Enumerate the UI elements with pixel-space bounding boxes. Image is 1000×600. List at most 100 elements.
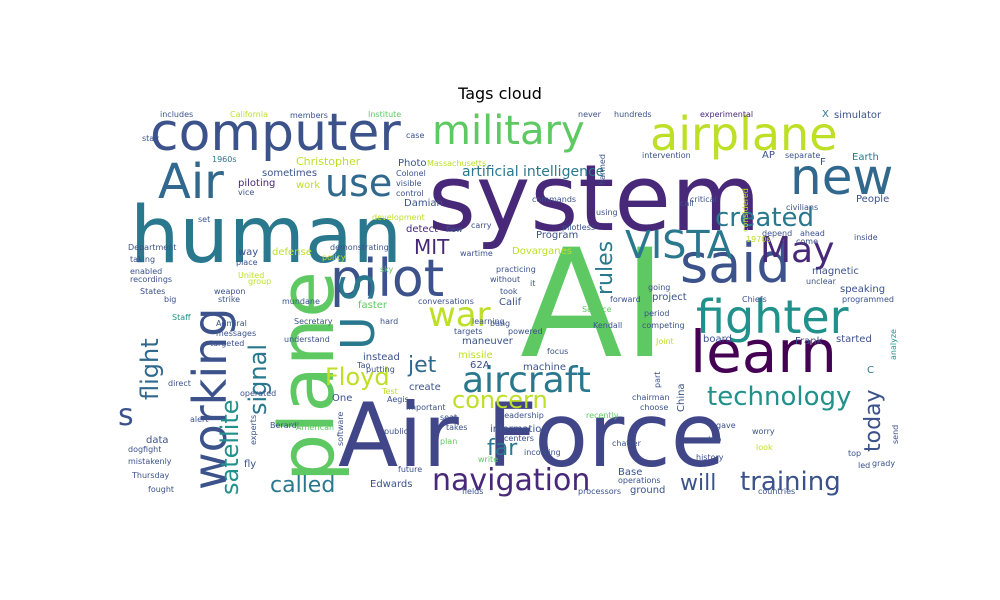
word-big: big bbox=[164, 295, 176, 304]
word-alert: alert bbox=[190, 415, 208, 424]
word-gave: gave bbox=[716, 421, 736, 430]
word-detect: detect bbox=[406, 224, 438, 235]
word-operated: operated bbox=[240, 389, 276, 398]
word-sky: sky bbox=[380, 265, 394, 274]
word-pilotless: pilotless bbox=[562, 223, 595, 232]
word-send: send bbox=[891, 425, 900, 444]
word-air: Air bbox=[158, 154, 224, 210]
word-technology: technology bbox=[707, 382, 851, 412]
word-chiefs: Chiefs bbox=[742, 295, 767, 304]
word-choose: choose bbox=[640, 403, 668, 412]
word-navigation: navigation bbox=[432, 463, 590, 498]
word-direct: direct bbox=[168, 379, 191, 388]
word-vice: vice bbox=[238, 188, 254, 197]
word-computer: computer bbox=[150, 103, 401, 163]
word-aegis: Aegis bbox=[387, 395, 409, 404]
word-war: war bbox=[428, 295, 491, 335]
word-ai: AI bbox=[520, 218, 667, 392]
word-machine: machine bbox=[523, 362, 566, 373]
word-public: public bbox=[384, 427, 408, 436]
word-project: project bbox=[652, 292, 687, 303]
word-china: China bbox=[676, 383, 687, 412]
word-analyze: analyze bbox=[889, 329, 898, 360]
word-thursday: Thursday bbox=[131, 471, 169, 480]
word-training: training bbox=[740, 467, 841, 497]
word-without: without bbox=[490, 275, 520, 284]
word-1960s: 1960s bbox=[212, 155, 237, 164]
word-seat: seat bbox=[440, 413, 457, 422]
word-working: working bbox=[183, 308, 237, 490]
word-operations: operations bbox=[618, 476, 661, 485]
word-u-s: U S bbox=[331, 273, 385, 351]
word-christopher: Christopher bbox=[296, 155, 361, 168]
word-satellite: satellite bbox=[216, 399, 244, 495]
word-floyd: Floyd bbox=[325, 363, 390, 391]
chart-title: Tags cloud bbox=[458, 84, 542, 103]
word-flew: flew bbox=[446, 225, 463, 234]
word-s: s bbox=[118, 398, 134, 433]
word-call: call bbox=[680, 199, 694, 208]
word-joint: Joint bbox=[655, 337, 674, 346]
word-harmed: harmed bbox=[598, 154, 607, 185]
word-plane: plane bbox=[262, 271, 351, 482]
word-software: software bbox=[336, 412, 345, 446]
word-fighter: fighter bbox=[696, 290, 849, 344]
word-come: come bbox=[796, 237, 818, 246]
word-ap: AP bbox=[762, 150, 775, 161]
word-artificial-intelligence: artificial intelligence bbox=[462, 164, 604, 180]
word-way: way bbox=[238, 247, 258, 258]
word-create: create bbox=[409, 382, 441, 393]
word-group: group bbox=[248, 277, 271, 286]
word-forward: forward bbox=[610, 295, 641, 304]
word-concern: concern bbox=[452, 386, 548, 414]
word-created: created bbox=[715, 203, 814, 233]
word-takes: takes bbox=[446, 423, 467, 432]
word-inside: inside bbox=[854, 233, 878, 242]
word-american: American bbox=[296, 423, 334, 432]
word-instead: instead bbox=[363, 352, 400, 363]
word-c: C bbox=[867, 365, 874, 376]
word-missile: missile bbox=[458, 350, 493, 361]
word-history: history bbox=[696, 453, 724, 462]
word-may: May bbox=[760, 230, 834, 271]
word-incoming: incoming bbox=[524, 448, 561, 457]
word-board: board bbox=[703, 334, 732, 345]
word-admiral: Admiral bbox=[216, 319, 247, 328]
word-experimental: experimental bbox=[700, 110, 753, 119]
word-learning: learning bbox=[472, 317, 505, 326]
word-experts: experts bbox=[249, 415, 258, 445]
word-photo: Photo bbox=[398, 158, 427, 169]
word-data: data bbox=[146, 435, 169, 446]
word-conversations: conversations bbox=[418, 297, 474, 306]
word-mundane: mundane bbox=[282, 297, 320, 306]
word-speaking: speaking bbox=[840, 284, 885, 295]
word-defense: defense bbox=[272, 247, 312, 258]
word-hundreds: hundreds bbox=[614, 110, 652, 119]
word-putting: putting bbox=[366, 365, 395, 374]
word-dogfight: dogfight bbox=[128, 445, 161, 454]
word-considered: considered bbox=[741, 188, 750, 232]
word-far: far bbox=[487, 436, 518, 461]
word-damian: Damian bbox=[404, 198, 443, 209]
word-system: system bbox=[428, 145, 761, 252]
word-1970s: 1970s bbox=[746, 235, 771, 244]
word-important: important bbox=[406, 403, 446, 412]
word-ahead: ahead bbox=[800, 229, 825, 238]
word-targets: targets bbox=[454, 327, 483, 336]
word-messages: messages bbox=[216, 329, 256, 338]
word-it: it bbox=[530, 279, 535, 288]
word-recently: recently bbox=[586, 411, 619, 420]
word-magnetic: magnetic bbox=[812, 266, 859, 277]
word-powered: powered bbox=[508, 327, 543, 336]
word-programmed: programmed bbox=[842, 295, 894, 304]
word-processors: processors bbox=[578, 487, 621, 496]
word-work: work bbox=[296, 180, 320, 191]
word-people: People bbox=[856, 194, 889, 205]
word-recordings: recordings bbox=[130, 275, 172, 284]
word-hard: hard bbox=[380, 317, 398, 326]
word-bang: bang bbox=[490, 319, 510, 328]
word-fields: fields bbox=[462, 487, 483, 496]
word-leadership: leadership bbox=[502, 411, 544, 420]
word-development: development bbox=[372, 213, 425, 222]
word-berardi: Berardi bbox=[270, 421, 299, 430]
